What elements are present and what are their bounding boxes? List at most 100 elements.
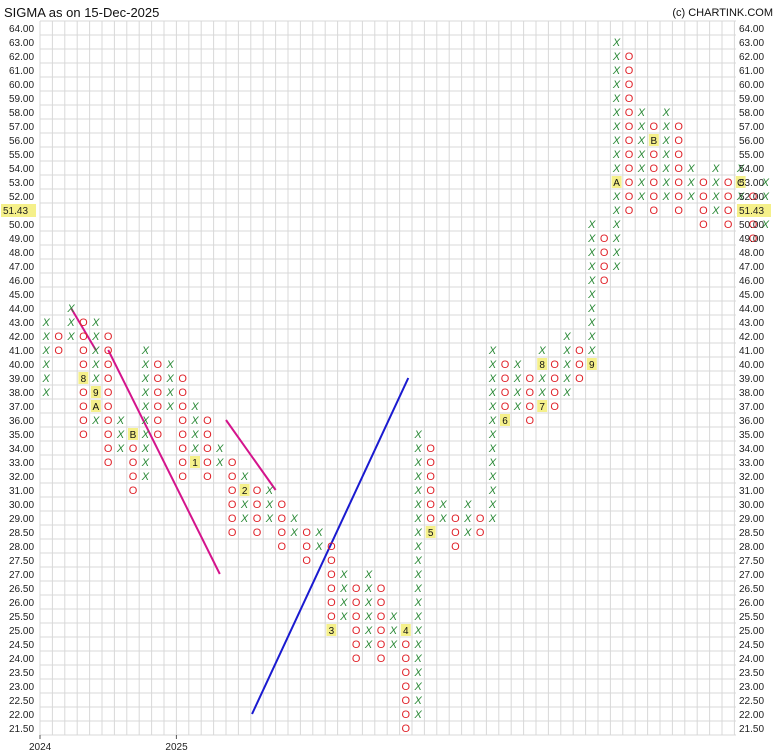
o-mark: O — [79, 331, 88, 343]
o-mark: O — [302, 541, 311, 553]
x-mark: X — [116, 443, 125, 455]
month-label-box — [425, 526, 436, 538]
o-column: OOO — [451, 513, 460, 553]
x-column: XX — [215, 443, 224, 469]
x-mark: X — [736, 163, 745, 175]
month-label-box — [190, 456, 200, 468]
o-mark: O — [501, 359, 510, 371]
x-mark: X — [364, 611, 373, 623]
o-mark: O — [327, 611, 336, 623]
o-mark: O — [154, 415, 163, 427]
o-mark: O — [724, 219, 733, 231]
y-tick-label-left: 63.00 — [9, 38, 34, 49]
o-mark: O — [625, 79, 634, 91]
o-mark: O — [526, 373, 535, 385]
month-label-box — [586, 358, 597, 370]
o-mark: O — [550, 387, 559, 399]
y-tick-label-right: 30.00 — [739, 500, 764, 511]
x-year-label: 2025 — [165, 742, 188, 750]
o-mark: O — [650, 205, 659, 217]
x-mark: X — [488, 373, 497, 385]
o-column: OOO — [575, 345, 584, 385]
o-mark: O — [377, 653, 386, 665]
o-mark: O — [550, 373, 559, 385]
y-tick-label-left: 26.50 — [9, 584, 34, 595]
o-mark: O — [749, 233, 758, 245]
y-tick-label-left: 47.00 — [9, 262, 34, 273]
x-mark: X — [488, 485, 497, 497]
y-tick-label-right: 48.00 — [739, 248, 764, 259]
x-mark: X — [662, 135, 671, 147]
x-mark: X — [166, 387, 175, 399]
o-mark: O — [228, 457, 237, 469]
y-tick-label-left: 29.00 — [9, 514, 34, 525]
o-mark: O — [501, 401, 510, 413]
month-label: 1 — [192, 458, 198, 469]
current-price-label-left: 51.43 — [3, 206, 28, 217]
y-tick-label-left: 48.00 — [9, 248, 34, 259]
x-mark: X — [414, 499, 423, 511]
o-mark: O — [600, 261, 609, 273]
x-mark: X — [414, 513, 423, 525]
x-column: XX — [314, 527, 323, 553]
o-mark: O — [451, 541, 460, 553]
month-label: 4 — [403, 626, 409, 637]
x-mark: X — [190, 401, 199, 413]
o-mark: O — [402, 639, 411, 651]
x-mark: X — [662, 163, 671, 175]
y-tick-label-right: 22.00 — [739, 710, 764, 721]
o-mark: O — [178, 471, 187, 483]
y-tick-label-left: 22.50 — [9, 696, 34, 707]
o-mark: O — [154, 387, 163, 399]
o-column: OO — [476, 513, 485, 539]
o-mark: O — [79, 387, 88, 399]
chart-grid — [39, 20, 736, 736]
x-mark: X — [215, 443, 224, 455]
y-tick-label-right: 60.00 — [739, 80, 764, 91]
x-mark: X — [389, 611, 398, 623]
o-mark: O — [327, 597, 336, 609]
x-mark: X — [686, 191, 695, 203]
o-mark: O — [674, 149, 683, 161]
price-axes: 64.00 64.00 63.00 63.00 62.00 62.00 61.00 61.00… — [1, 24, 771, 750]
x-mark: X — [612, 149, 621, 161]
month-label: A — [92, 402, 99, 413]
o-mark: O — [699, 219, 708, 231]
y-tick-label-right: 26.00 — [739, 598, 764, 609]
x-mark: X — [116, 429, 125, 441]
x-mark: X — [612, 163, 621, 175]
o-mark: O — [625, 51, 634, 63]
x-mark: X — [587, 289, 596, 301]
chart-title: SIGMA as on 15-Dec-2025 — [4, 5, 159, 20]
o-column: OOO — [302, 527, 311, 567]
month-label-box — [128, 428, 138, 440]
o-mark: O — [377, 625, 386, 637]
x-mark: X — [116, 415, 125, 427]
y-tick-label-right: 41.00 — [739, 346, 764, 357]
x-mark: X — [166, 373, 175, 385]
o-mark: O — [426, 499, 435, 511]
o-mark: O — [426, 513, 435, 525]
y-tick-label-right: 50.00 — [739, 220, 764, 231]
o-mark: O — [154, 373, 163, 385]
x-mark: X — [612, 51, 621, 63]
x-mark: X — [42, 359, 51, 371]
x-mark: X — [612, 121, 621, 133]
x-mark: X — [562, 359, 571, 371]
month-label: 2 — [242, 486, 248, 497]
x-mark: X — [42, 331, 51, 343]
y-tick-label-right: 32.00 — [739, 472, 764, 483]
o-mark: O — [650, 121, 659, 133]
y-tick-label-left: 25.50 — [9, 612, 34, 623]
x-mark: X — [662, 107, 671, 119]
x-mark: X — [215, 457, 224, 469]
month-label-box — [735, 176, 746, 188]
y-tick-label-left: 53.00 — [9, 178, 34, 189]
